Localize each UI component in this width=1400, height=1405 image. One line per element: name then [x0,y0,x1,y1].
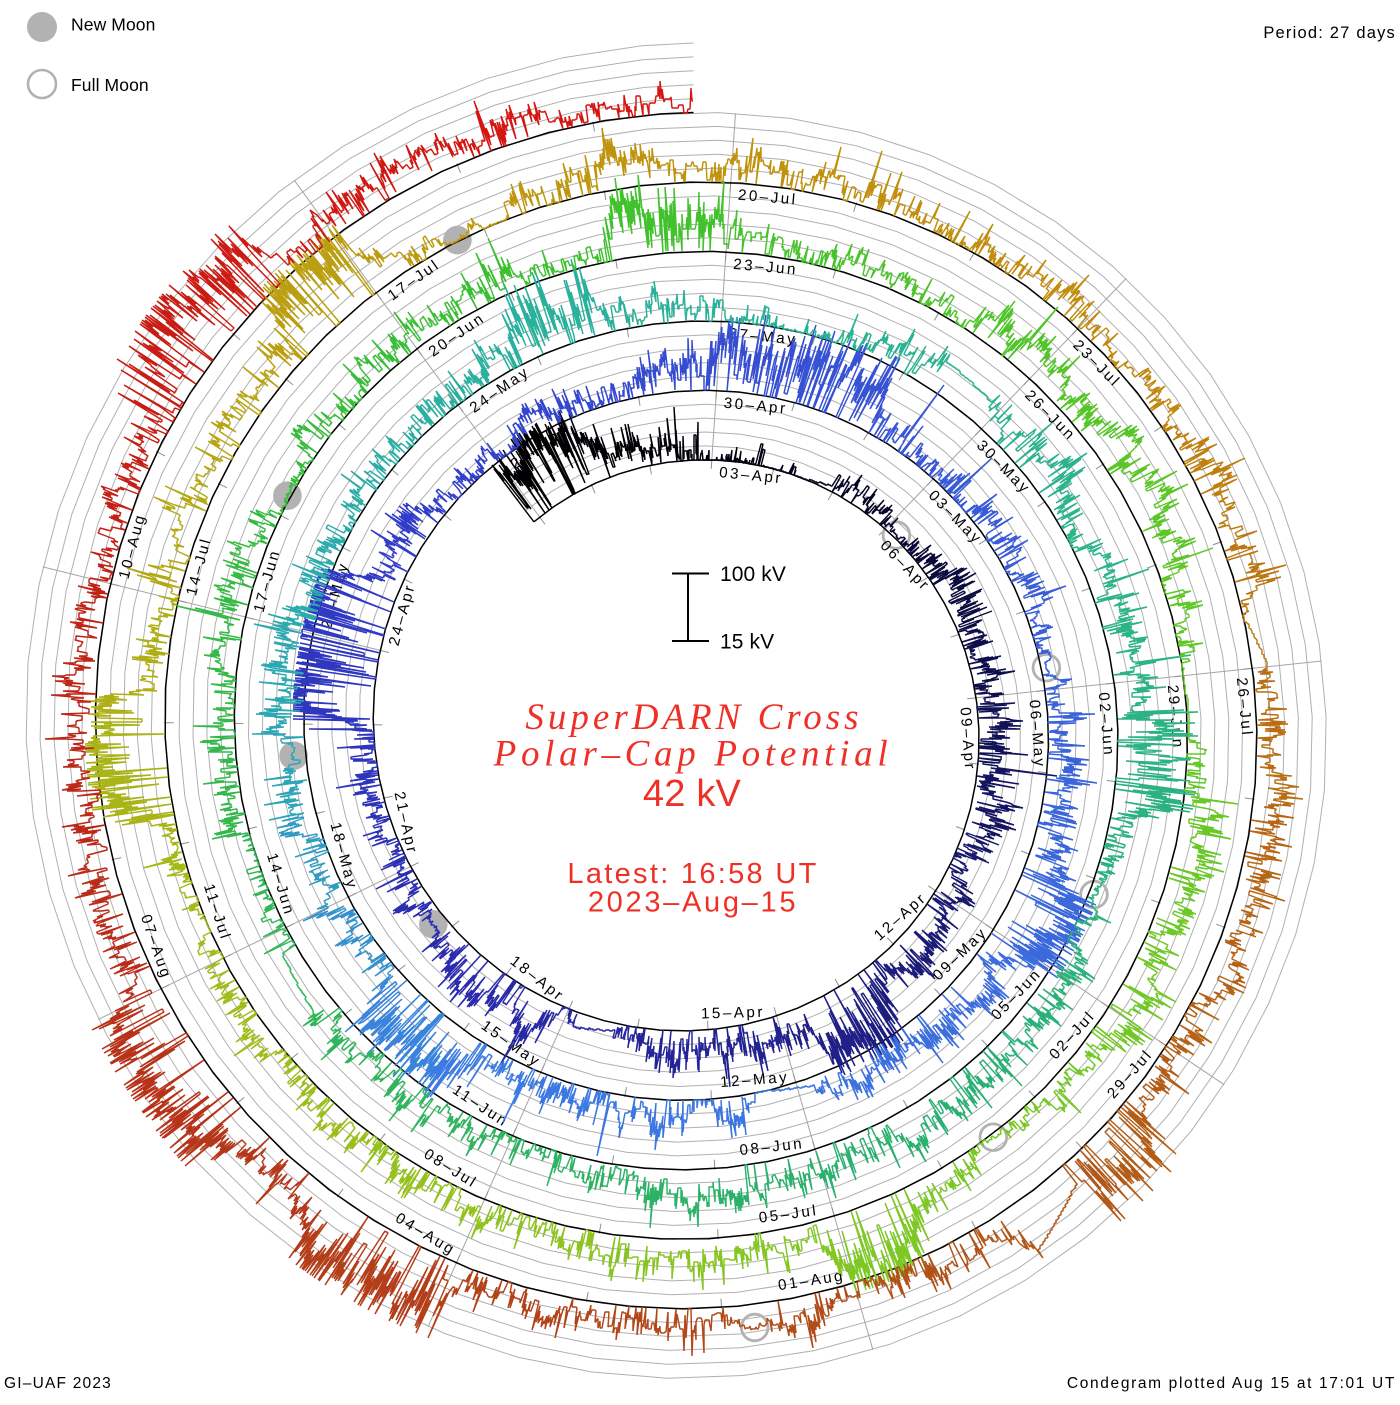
svg-text:09–Apr: 09–Apr [956,707,978,772]
svg-text:15 kV: 15 kV [720,631,774,654]
svg-text:Full Moon: Full Moon [71,75,149,95]
svg-text:SuperDARN Cross: SuperDARN Cross [525,697,862,738]
svg-text:30–Apr: 30–Apr [723,395,788,418]
svg-text:New Moon: New Moon [71,15,155,35]
svg-text:Polar–Cap Potential: Polar–Cap Potential [493,734,893,775]
svg-text:GI–UAF 2023: GI–UAF 2023 [4,1375,112,1392]
svg-text:Period: 27 days: Period: 27 days [1263,24,1396,42]
svg-text:26–Jul: 26–Jul [1233,677,1255,738]
svg-text:23–Jun: 23–Jun [733,256,799,278]
svg-text:15–Apr: 15–Apr [701,1004,765,1023]
svg-text:20–Jul: 20–Jul [737,187,798,209]
svg-text:03–Apr: 03–Apr [718,464,783,487]
svg-text:2023–Aug–15: 2023–Aug–15 [588,887,798,919]
svg-text:02–Jun: 02–Jun [1095,692,1118,758]
svg-text:100 kV: 100 kV [720,563,786,586]
svg-text:06–May: 06–May [1026,699,1049,769]
svg-text:12–May: 12–May [720,1069,790,1091]
svg-text:08–Jun: 08–Jun [739,1135,805,1159]
svg-text:Latest: 16:58 UT: Latest: 16:58 UT [567,858,818,890]
svg-text:Condegram plotted Aug 15 a: Condegram plotted Aug 15 at 17:01 UT [1067,1375,1396,1392]
svg-text:42 kV: 42 kV [643,773,742,815]
